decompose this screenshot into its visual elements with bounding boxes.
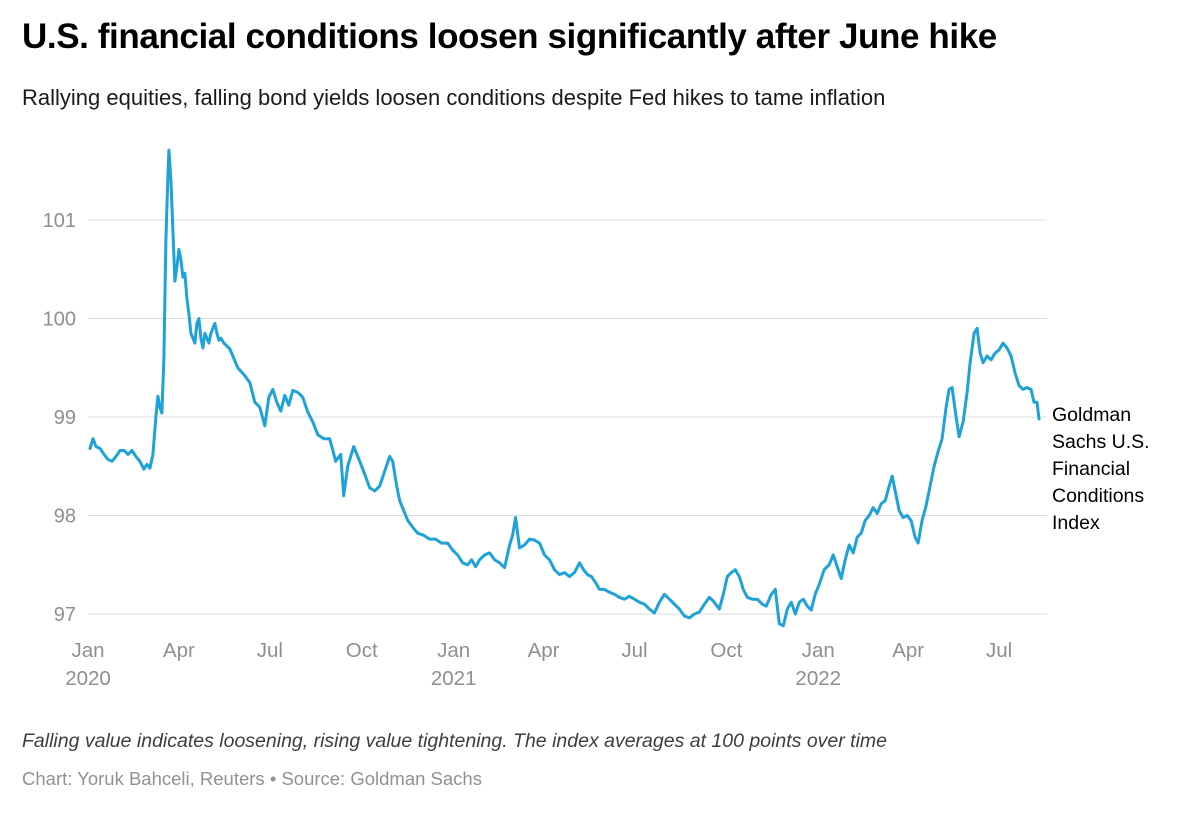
x-tick-label: Jul [986, 639, 1012, 662]
chart-subtitle: Rallying equities, falling bond yields l… [22, 85, 886, 110]
x-tick-label: Jan [71, 639, 104, 662]
x-tick-label: Apr [892, 639, 924, 662]
x-tick-label: Oct [710, 639, 742, 662]
chart-footnote: Falling value indicates loosening, risin… [22, 730, 888, 752]
x-tick-label: Apr [163, 639, 195, 662]
x-tick-label: Jul [621, 639, 647, 662]
x-tick-label: Oct [346, 639, 378, 662]
y-tick-label: 100 [43, 309, 76, 331]
chart-credit: Chart: Yoruk Bahceli, Reuters • Source: … [22, 768, 482, 789]
fci-line-chart: 97 98 99 100 101 Jan 2020 Apr Jul Oct Jan 2021 Apr Ju… [0, 130, 1200, 710]
x-tick-label: Jan [437, 639, 470, 662]
fci-index-line [88, 148, 1041, 628]
y-tick-label: 97 [54, 604, 76, 626]
x-tick-label: Jan [802, 639, 835, 662]
y-tick-label: 99 [54, 407, 76, 429]
x-tick-label: Apr [528, 639, 560, 662]
x-tick-year-label: 2021 [431, 667, 477, 690]
x-tick-year-label: 2020 [65, 667, 111, 690]
x-tick-label: Jul [257, 639, 283, 662]
y-tick-label: 101 [43, 210, 76, 232]
chart-plot-area: 97 98 99 100 101 Jan 2020 Apr Jul Oct Jan 2021 Apr Ju… [43, 148, 1047, 690]
series-annotation: Goldman Sachs U.S. Financial Conditions … [1052, 404, 1150, 534]
chart-title: U.S. financial conditions loosen signifi… [22, 17, 997, 56]
y-tick-label: 98 [54, 506, 76, 528]
x-tick-year-label: 2022 [795, 667, 841, 690]
